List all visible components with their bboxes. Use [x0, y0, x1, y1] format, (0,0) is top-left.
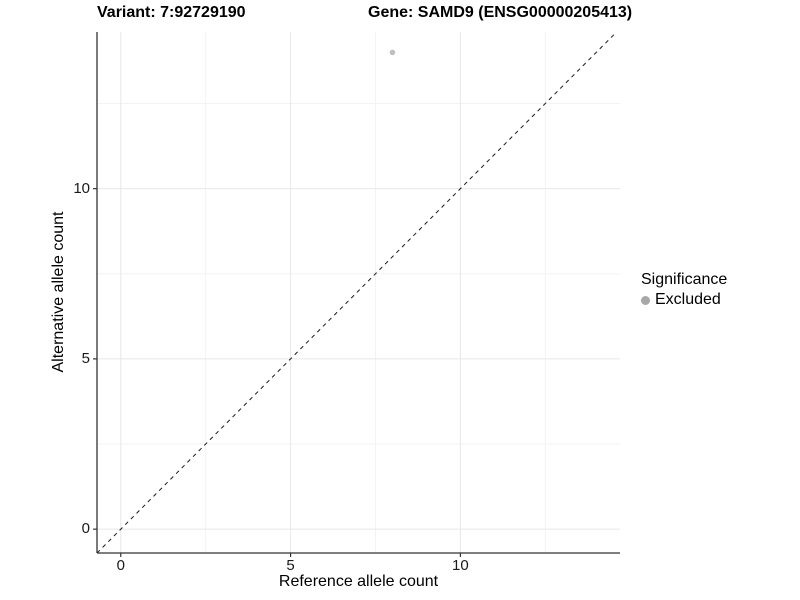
y-tick-label-0: 0	[81, 520, 90, 538]
gene-title: Gene: SAMD9 (ENSG00000205413)	[368, 4, 633, 21]
data-point	[389, 49, 396, 56]
gray-dot-icon	[641, 295, 650, 305]
x-tick-label-10: 10	[452, 557, 469, 574]
y-tick-label-5: 5	[81, 349, 90, 367]
x-axis-title: Reference allele count	[278, 573, 439, 590]
y-tick-label-10: 10	[73, 179, 90, 197]
identity-dashed-line	[96, 31, 617, 554]
legend: Significance Excluded	[641, 271, 727, 309]
legend-item-excluded: Excluded	[641, 291, 727, 309]
x-tick-label-0: 0	[116, 557, 125, 574]
y-axis-title: Alternative allele count	[50, 211, 67, 373]
legend-title: Significance	[641, 271, 728, 288]
legend-item-label: Excluded	[655, 291, 721, 308]
variant-title: Variant: 7:92729190	[97, 4, 246, 21]
x-tick-label-5: 5	[286, 557, 295, 574]
